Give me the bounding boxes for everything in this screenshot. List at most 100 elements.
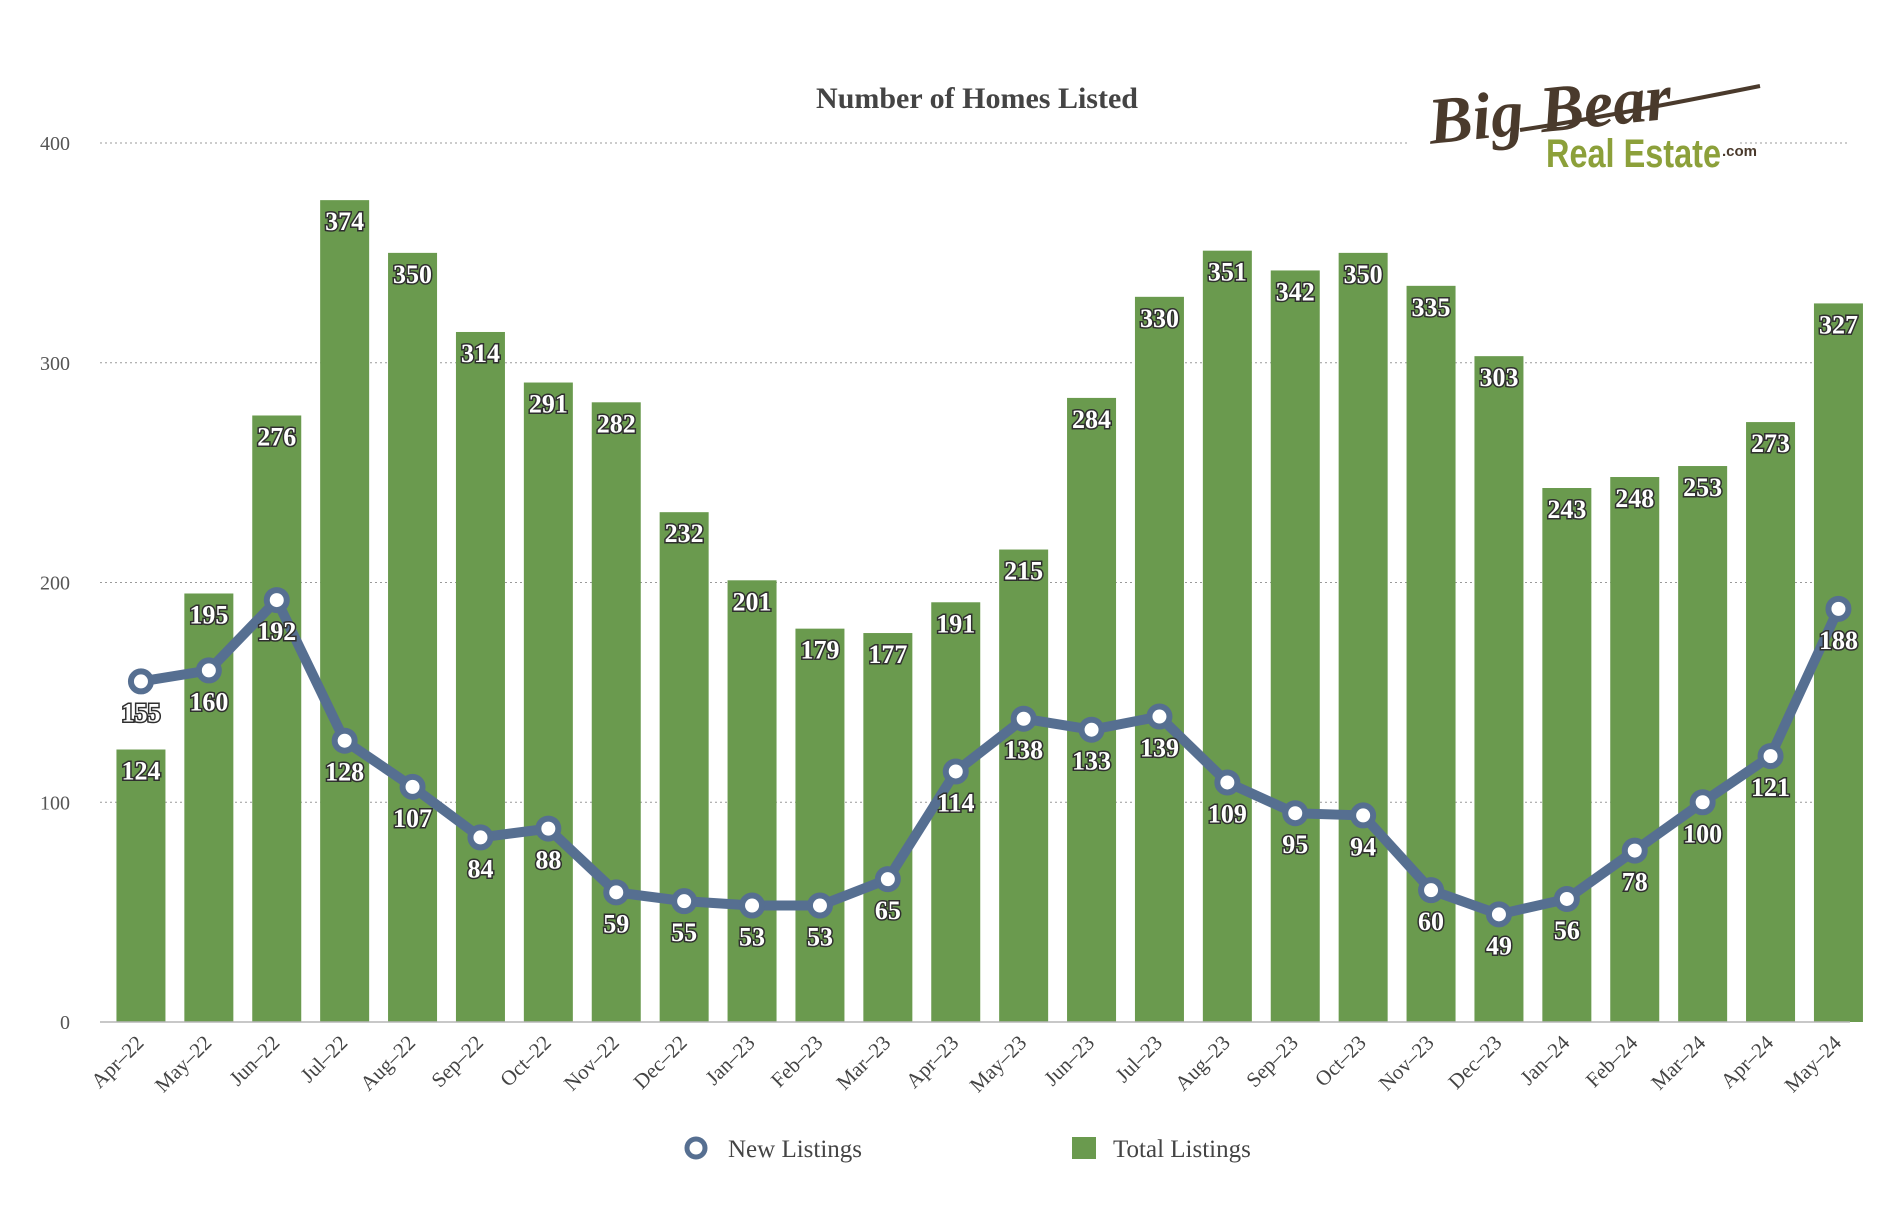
x-tick-label: Aug–22 (355, 1031, 420, 1096)
line-value-label: 60 (1418, 907, 1444, 936)
bar-value-label: 284 (1072, 405, 1111, 434)
line-value-label: 49 (1486, 931, 1512, 960)
bar-value-label: 195 (189, 600, 228, 629)
legend-label-new-listings: New Listings (728, 1136, 862, 1163)
line-point (331, 727, 358, 754)
line-point (942, 758, 969, 785)
x-tick-label: Oct–23 (1310, 1031, 1371, 1092)
bar-value-label: 276 (257, 422, 296, 451)
bar-series-total-listings (116, 200, 1863, 1023)
x-tick-label: Sep–22 (426, 1031, 488, 1093)
x-tick-label: May–24 (1780, 1030, 1847, 1097)
logo: Big Bear Real Estate .com (1410, 56, 1761, 176)
line-value-label: 94 (1350, 832, 1376, 861)
line-value-label: 78 (1622, 868, 1648, 897)
bar-value-label: 273 (1751, 429, 1790, 458)
x-tick-label: May–22 (150, 1031, 216, 1097)
bar-value-label: 335 (1412, 293, 1451, 322)
bar-value-label: 327 (1819, 310, 1858, 339)
line-point (127, 668, 154, 695)
line-value-label: 55 (671, 918, 697, 947)
bar (1134, 296, 1184, 1022)
line-point (1485, 901, 1512, 928)
logo-background (1410, 56, 1740, 176)
line-value-label: 139 (1140, 734, 1179, 763)
line-value-label: 53 (739, 923, 765, 952)
legend-label-total-listings: Total Listings (1113, 1136, 1251, 1163)
line-value-label: 95 (1282, 830, 1308, 859)
bar (1270, 270, 1320, 1023)
bar-value-label: 350 (1344, 260, 1383, 289)
bar-value-label: 248 (1615, 484, 1654, 513)
line-value-label: 128 (325, 758, 364, 787)
bar-value-label: 342 (1276, 277, 1315, 306)
bar-value-label: 314 (461, 339, 500, 368)
line-value-label: 188 (1819, 626, 1858, 655)
x-tick-label: Apr–24 (1716, 1030, 1779, 1093)
line-value-label: 160 (189, 687, 228, 716)
line-value-label: 59 (603, 909, 629, 938)
line-series-new-listings (127, 587, 1852, 928)
bar (931, 602, 981, 1022)
line-point (1282, 800, 1309, 827)
bar (252, 415, 302, 1022)
line-value-label: 109 (1208, 799, 1247, 828)
line-value-label: 100 (1683, 819, 1722, 848)
line-point (603, 879, 630, 906)
bar (116, 749, 166, 1022)
x-tick-label: Jan–23 (701, 1031, 760, 1090)
line-value-label: 53 (807, 923, 833, 952)
x-tick-label: Oct–22 (495, 1031, 556, 1092)
bar (1202, 250, 1252, 1023)
x-tick-label: May–23 (965, 1031, 1031, 1097)
bar (1813, 303, 1863, 1023)
x-tick-label: Nov–23 (1374, 1031, 1439, 1096)
x-tick-label: Jul–23 (1110, 1031, 1167, 1088)
line-point (1350, 802, 1377, 829)
legend-marker-new-listings (684, 1136, 708, 1160)
line-value-label: 155 (121, 698, 160, 727)
line-point (1689, 789, 1716, 816)
bar-value-label: 374 (325, 207, 364, 236)
bar-value-label: 191 (936, 609, 975, 638)
line-value-label: 192 (257, 617, 296, 646)
bar-value-label: 253 (1683, 473, 1722, 502)
line-value-label: 56 (1554, 916, 1580, 945)
x-tick-label: Jun–23 (1039, 1031, 1099, 1091)
bar (455, 331, 505, 1022)
x-axis: Apr–22 May–22 Jun–22 Jul–22 Aug–22 Sep–22 Oct–… (86, 1030, 1846, 1097)
line-value-label: 138 (1004, 736, 1043, 765)
line-point (1418, 877, 1445, 904)
bar-value-label: 330 (1140, 304, 1179, 333)
line-point (739, 892, 766, 919)
bar (1338, 252, 1388, 1022)
bar-value-label: 232 (665, 519, 704, 548)
line-point (1146, 703, 1173, 730)
x-tick-label: Sep–23 (1241, 1031, 1303, 1093)
legend: New Listings Total Listings (684, 1136, 1251, 1163)
line-point (874, 866, 901, 893)
line-point (671, 888, 698, 915)
x-tick-label: Aug–23 (1170, 1031, 1235, 1096)
bar-value-label: 201 (733, 587, 772, 616)
bar-value-label: 177 (868, 640, 907, 669)
y-axis: 0 100 200 300 400 (40, 133, 70, 1034)
bar (863, 633, 913, 1022)
bar-value-label: 351 (1208, 258, 1247, 287)
line-point (399, 773, 426, 800)
line-point (1621, 837, 1648, 864)
line-value-label: 65 (875, 896, 901, 925)
y-tick-label: 400 (40, 133, 70, 155)
bar (320, 200, 370, 1022)
bar (1678, 466, 1728, 1023)
y-tick-label: 0 (60, 1012, 70, 1034)
bar-labels: 124 195 276 374 350 314 291 282 232 201 179 177 191 2… (120, 206, 1859, 787)
chart-title: Number of Homes Listed (816, 82, 1138, 115)
logo-sub-text: Real Estate (1546, 132, 1721, 176)
bar (659, 512, 709, 1022)
bar (591, 402, 641, 1022)
bar (523, 382, 573, 1023)
x-tick-label: Dec–22 (629, 1031, 692, 1094)
line-point (1553, 885, 1580, 912)
